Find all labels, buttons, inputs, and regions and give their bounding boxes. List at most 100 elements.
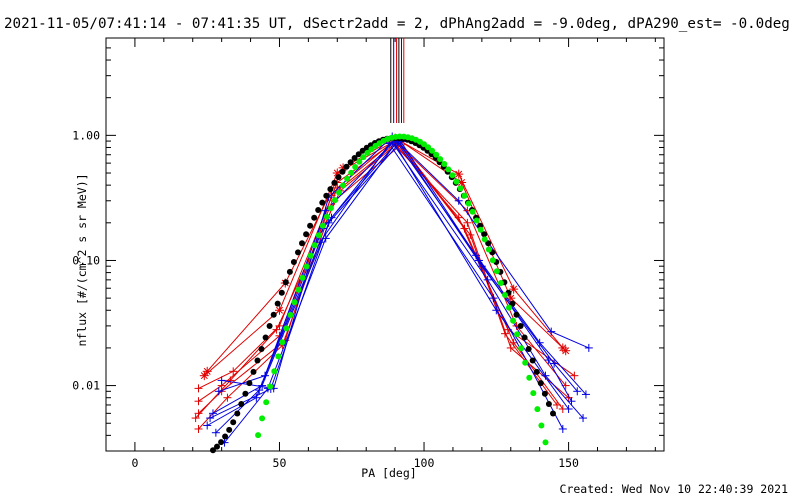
fit-point <box>368 146 375 153</box>
fit-point <box>307 252 314 259</box>
data-point <box>457 177 467 187</box>
data-point <box>509 284 519 294</box>
data-series <box>206 137 576 423</box>
star-marker-stroke <box>203 367 211 375</box>
fit-point <box>303 263 310 270</box>
data-series <box>194 139 579 418</box>
data-point <box>474 256 483 265</box>
data-point <box>199 371 209 381</box>
data-series <box>203 138 588 430</box>
data-point <box>544 356 553 365</box>
data-point <box>208 409 217 418</box>
fit-point <box>274 300 281 307</box>
fit-point <box>485 246 492 253</box>
star-marker-stroke <box>458 178 466 186</box>
data-point <box>483 275 492 284</box>
fit-point <box>226 426 233 433</box>
fit-point <box>537 380 544 387</box>
fit-point <box>541 390 548 397</box>
fit-point <box>489 257 496 264</box>
fit-point <box>457 185 464 192</box>
fit-point <box>327 186 334 193</box>
fit-point <box>295 249 301 256</box>
data-point <box>226 376 235 385</box>
fit-point <box>538 422 545 429</box>
fit-point <box>218 439 225 446</box>
data-point <box>579 414 588 423</box>
data-point <box>391 140 400 149</box>
fit-point <box>259 415 266 422</box>
fit-point <box>336 189 342 196</box>
series-line <box>203 138 567 377</box>
data-point <box>581 390 590 399</box>
fit-point <box>283 325 290 332</box>
fit-point <box>299 240 305 247</box>
data-point <box>203 421 212 430</box>
fit-point <box>286 268 293 275</box>
data-point <box>570 371 579 380</box>
data-point <box>315 238 324 247</box>
series-line <box>195 142 564 419</box>
data-point <box>567 397 576 406</box>
data-point <box>460 224 469 233</box>
data-series <box>220 140 573 447</box>
fit-point <box>210 447 216 454</box>
data-point <box>564 404 573 413</box>
fit-point <box>441 161 448 167</box>
fit-point <box>287 312 294 318</box>
data-point <box>229 367 238 376</box>
data-point <box>506 343 515 352</box>
x-axis-label: PA [deg] <box>361 466 416 480</box>
fit-point <box>263 399 270 406</box>
fit-point <box>307 222 314 229</box>
fit-point <box>214 443 220 450</box>
data-point <box>454 196 463 205</box>
y-tick-label: 1.00 <box>72 128 100 142</box>
data-point <box>252 393 261 402</box>
fit-point <box>319 199 326 206</box>
fit-point <box>521 334 528 341</box>
data-point <box>463 218 472 227</box>
x-tick-label: 150 <box>558 456 579 470</box>
fit-point <box>230 419 237 426</box>
fit-point <box>291 299 298 306</box>
fit-point <box>421 141 427 148</box>
fit-point <box>429 147 436 154</box>
y-tick-label: 0.01 <box>72 379 100 393</box>
fit-point <box>275 353 282 360</box>
star-marker-stroke <box>562 347 570 355</box>
star-marker-stroke <box>510 285 518 293</box>
fit-point <box>267 383 274 390</box>
fit-point <box>331 179 338 186</box>
fit-point <box>461 192 468 199</box>
fit-point <box>517 323 524 329</box>
plot-border <box>105 37 665 452</box>
data-series <box>194 138 573 406</box>
data-point <box>477 262 486 271</box>
green-fit-curve <box>255 133 549 446</box>
fit-point <box>477 226 484 233</box>
data-point <box>191 414 200 423</box>
data-point <box>492 306 501 315</box>
fit-point <box>425 144 432 151</box>
fit-point <box>290 259 297 265</box>
fit-point <box>359 147 366 154</box>
fit-point <box>250 368 257 375</box>
fit-point <box>271 368 278 375</box>
fit-point <box>509 300 516 307</box>
data-series <box>191 138 567 423</box>
fit-point <box>352 164 359 170</box>
fit-point <box>242 390 249 397</box>
data-point <box>202 366 212 376</box>
fit-point <box>533 368 540 375</box>
x-tick-label: 0 <box>131 456 138 470</box>
fit-point <box>481 231 488 238</box>
fit-point <box>465 200 472 207</box>
fit-point <box>282 279 289 286</box>
fit-point <box>497 280 504 286</box>
data-point <box>454 169 464 179</box>
fit-point <box>339 168 346 175</box>
data-point <box>573 387 582 396</box>
fit-point <box>255 432 262 439</box>
